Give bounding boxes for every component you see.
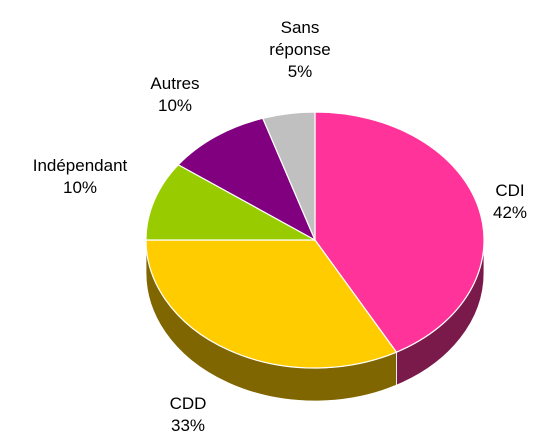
slice-label: Indépendant 10% bbox=[25, 155, 135, 199]
category-label: Sans réponse bbox=[269, 18, 331, 59]
slice bbox=[145, 164, 316, 241]
slice-label: Sans réponse 5% bbox=[260, 17, 340, 83]
slice-label: CDI 42% bbox=[480, 180, 540, 224]
category-label: CDD bbox=[169, 394, 207, 413]
slice bbox=[177, 117, 317, 242]
value-label: 10% bbox=[62, 178, 98, 197]
slice-label: CDD 33% bbox=[158, 393, 218, 437]
value-label: 5% bbox=[287, 62, 313, 81]
slice bbox=[261, 111, 316, 241]
value-label: 10% bbox=[157, 96, 193, 115]
value-label: 42% bbox=[492, 203, 528, 222]
category-label: CDI bbox=[495, 181, 525, 200]
slice bbox=[145, 239, 398, 369]
value-label: 33% bbox=[170, 416, 206, 435]
slice bbox=[314, 111, 485, 353]
category-label: Autres bbox=[150, 74, 200, 93]
category-label: Indépendant bbox=[32, 156, 128, 175]
slice-label: Autres 10% bbox=[140, 73, 210, 117]
